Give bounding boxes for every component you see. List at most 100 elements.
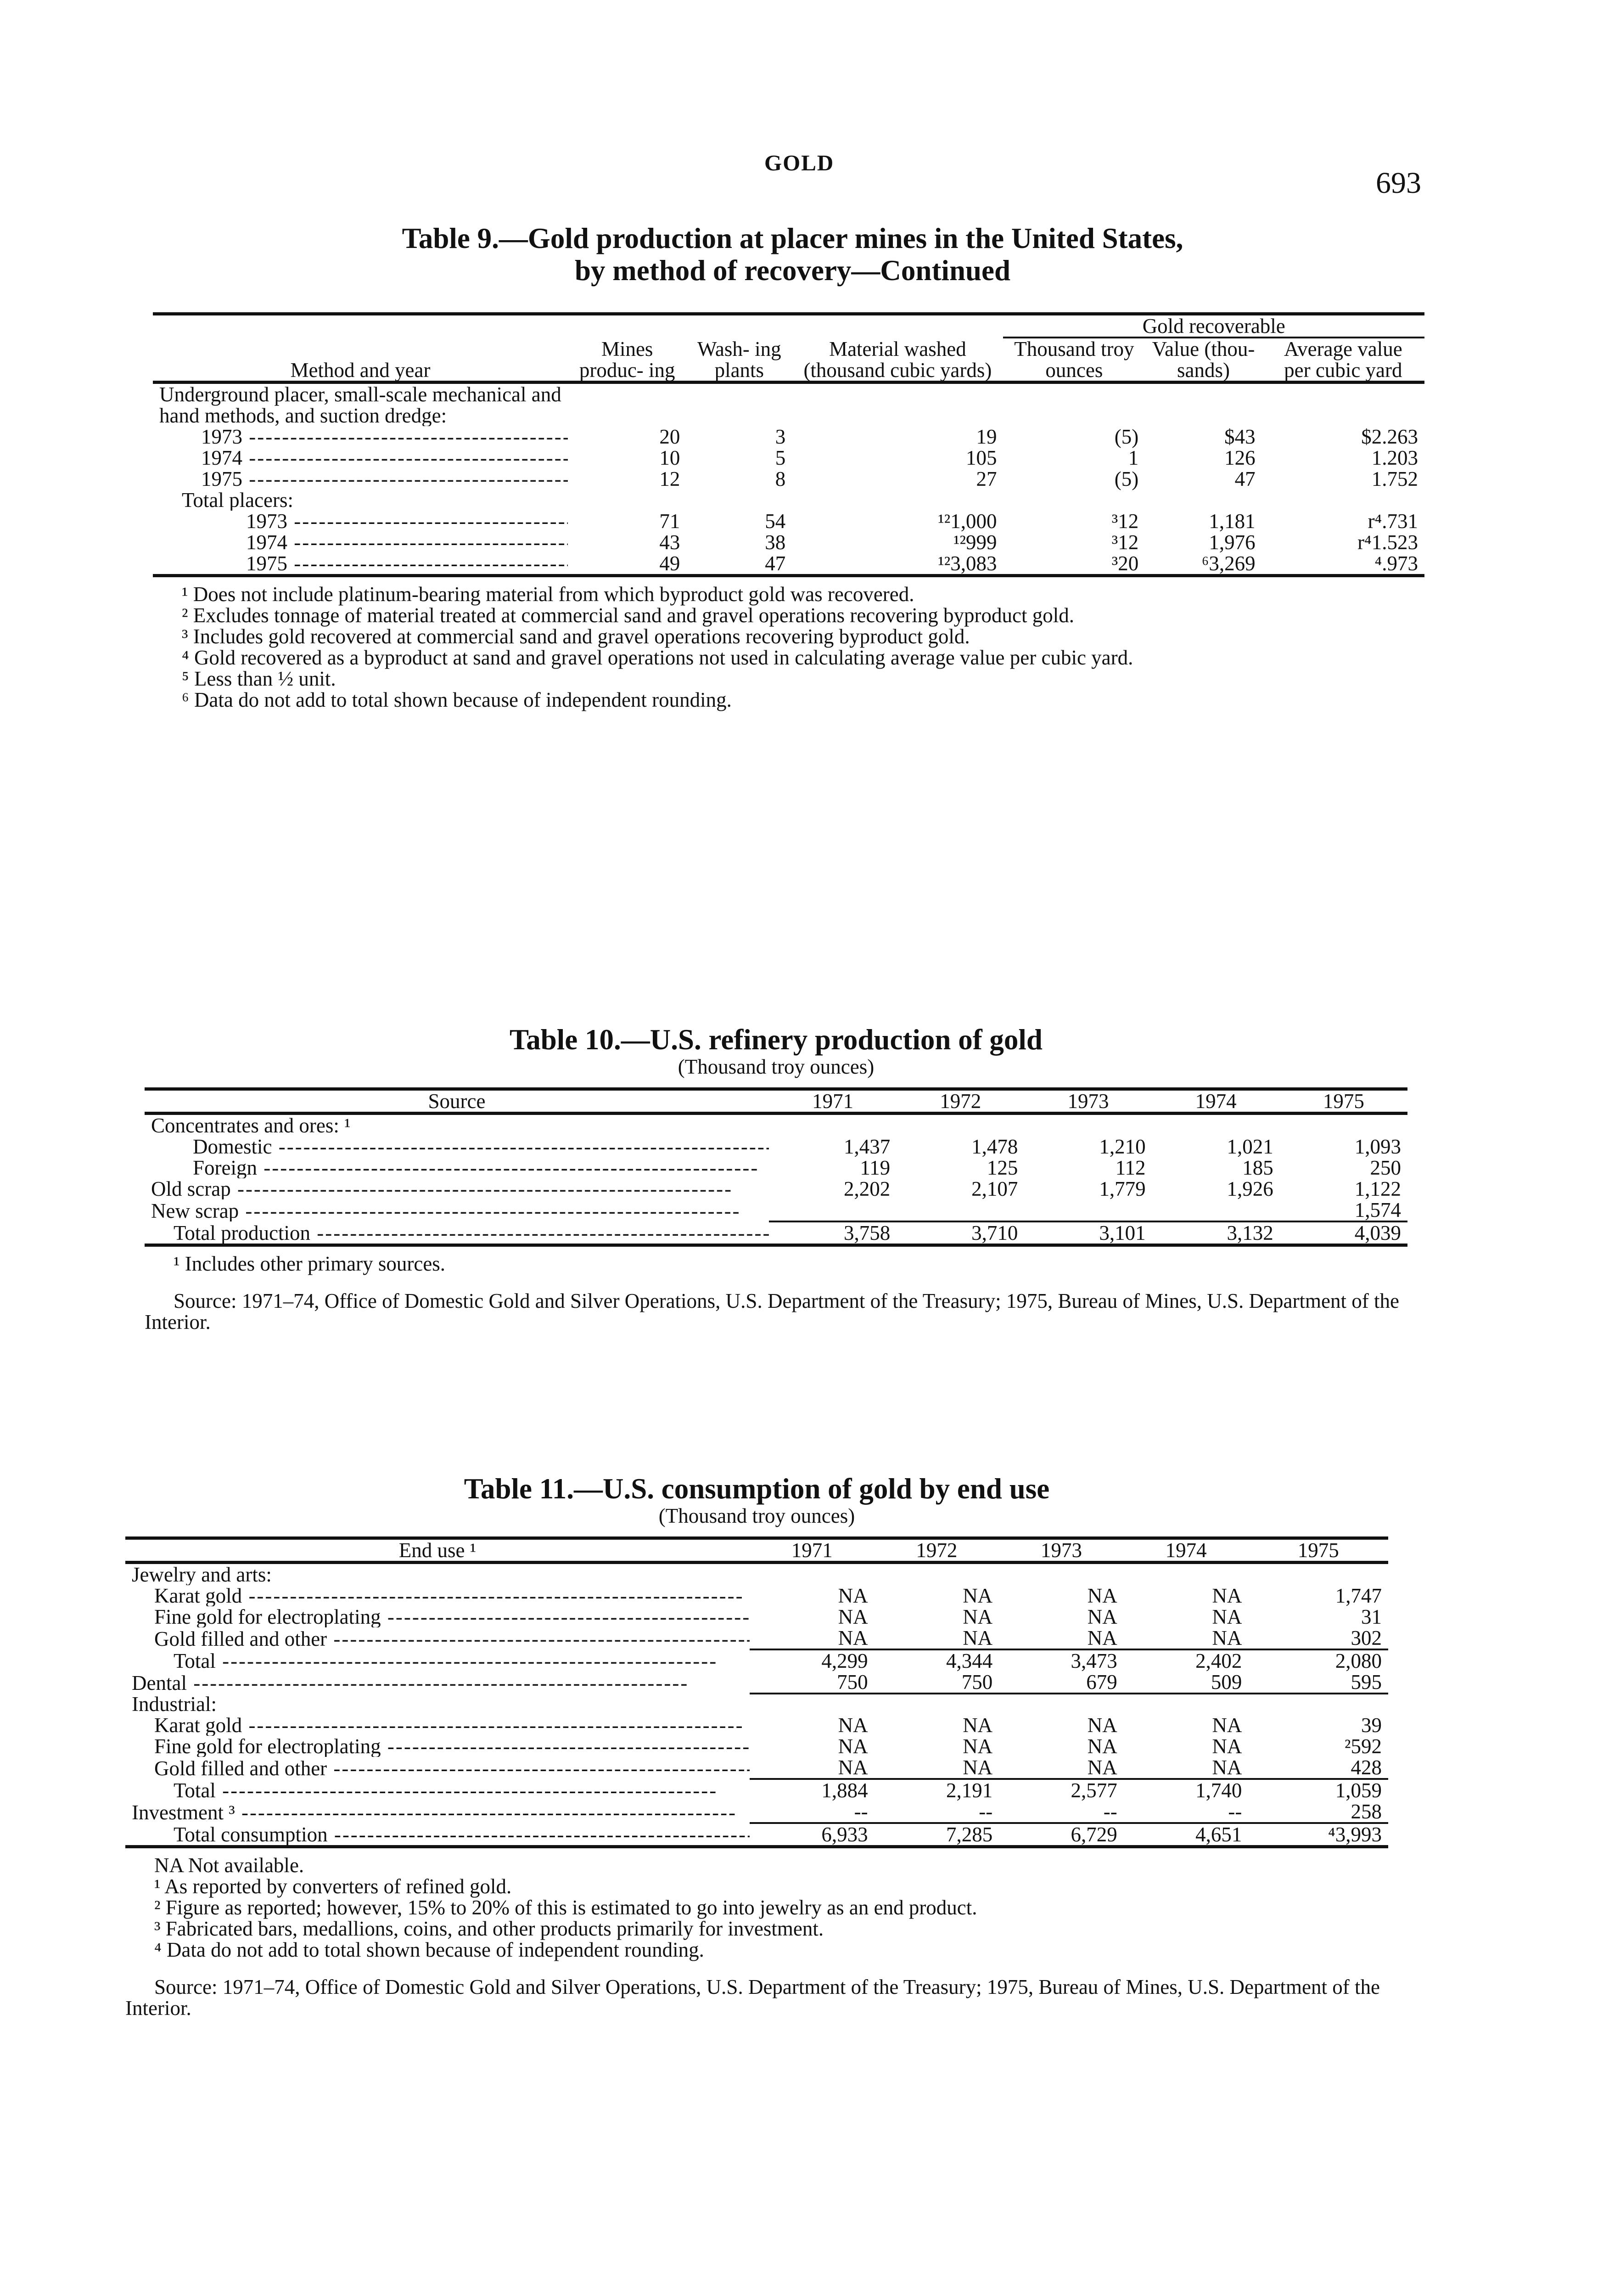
table-cell: 54 — [765, 510, 786, 533]
footnote: NA Not available. — [154, 1854, 304, 1877]
table-row: Fine gold for electroplating NA NA NA NA 31 — [125, 1606, 1388, 1627]
table-11-source: Source: 1971–74, Office of Domestic Gold… — [125, 1975, 1380, 2020]
column-header: Average value per cubic yard — [1261, 338, 1424, 384]
table-cell: 6,729 — [999, 1822, 1124, 1847]
table-cell: ⁴.973 — [1374, 552, 1418, 575]
table-cell: NA — [838, 1714, 868, 1737]
table-row: Total consumption6,9337,2856,7294,651⁴3,… — [125, 1822, 1388, 1847]
table-cell: ⁴3,993 — [1248, 1822, 1388, 1847]
table-cell: 1,021 — [1227, 1135, 1273, 1158]
table-row: Gold filled and other NA NA NA NA 302 — [125, 1627, 1388, 1649]
table-cell — [769, 1114, 897, 1137]
table-cell: 3,710 — [897, 1221, 1025, 1245]
table-cell: NA — [1087, 1626, 1117, 1649]
table-cell — [1024, 1114, 1152, 1137]
table-cell: NA — [838, 1584, 868, 1607]
table-cell — [1152, 1199, 1280, 1221]
table-cell — [1280, 1114, 1407, 1137]
table-row: 197410510511261.203 — [153, 447, 1424, 468]
table-cell — [568, 383, 686, 427]
column-header: 1972 — [874, 1538, 999, 1564]
table-cell: -- — [854, 1800, 868, 1823]
column-header: End use ¹ — [125, 1538, 750, 1564]
table-10-subtitle: (Thousand troy ounces) — [678, 1055, 875, 1078]
table-cell — [568, 490, 686, 511]
table-10: Source 1971 1972 1973 1974 1975 Concentr… — [145, 1087, 1407, 1247]
running-head: GOLD — [764, 150, 835, 175]
row-label: Fine gold for electroplating — [125, 1736, 750, 1757]
row-label: Foreign — [145, 1157, 769, 1178]
table-cell: 43 — [659, 531, 680, 554]
table-cell: ¹²999 — [953, 531, 997, 554]
page-number: 693 — [1376, 166, 1421, 200]
table-row: Karat gold NA NA NA NA 39 — [125, 1715, 1388, 1736]
table-cell: 595 — [1351, 1671, 1382, 1694]
table-cell: NA — [838, 1605, 868, 1628]
table-cell: 2,202 — [843, 1177, 891, 1200]
table-11: End use ¹ 1971 1972 1973 1974 1975 Jewel… — [125, 1536, 1388, 1848]
table-11-title: Table 11.—U.S. consumption of gold by en… — [464, 1473, 1050, 1505]
table-cell — [999, 1563, 1124, 1586]
column-header: Wash- ing plants — [686, 314, 792, 384]
column-header: 1975 — [1248, 1538, 1388, 1564]
table-row: Gold filled and other NA NA NA NA 428 — [125, 1757, 1388, 1779]
table-row: 1973 20 3 19 (5) $43 $2.263 — [153, 426, 1424, 447]
table-row: Jewelry and arts: — [125, 1563, 1388, 1586]
table-cell — [1248, 1563, 1388, 1586]
table-row: Karat gold NA NA NA NA 1,747 — [125, 1585, 1388, 1606]
table-11-footnotes: NA Not available. ¹ As reported by conver… — [125, 1855, 1388, 1960]
column-header: Method and year — [153, 314, 568, 384]
table-row: Total placers: — [153, 490, 1424, 511]
table-row: Domestic 1,437 1,478 1,210 1,021 1,093 — [145, 1136, 1407, 1157]
column-header: 1973 — [999, 1538, 1124, 1564]
table-cell: 428 — [1351, 1756, 1382, 1779]
table-cell: 1,574 — [1354, 1199, 1401, 1221]
table-cell: -- — [1228, 1800, 1242, 1823]
footnote: ¹ Includes other primary sources. — [174, 1252, 446, 1275]
table-row: Investment ³ -- -- -- -- 258 — [125, 1801, 1388, 1823]
table-cell — [874, 1693, 999, 1715]
table-cell: 49 — [659, 552, 680, 575]
column-header: 1974 — [1123, 1538, 1249, 1564]
table-9-title-continued: by method of recovery—Continued — [574, 254, 1011, 287]
row-label: 1975 — [153, 468, 568, 490]
row-label: Karat gold — [125, 1585, 750, 1606]
column-header: 1973 — [1024, 1089, 1152, 1115]
table-cell: 4,299 — [750, 1649, 875, 1671]
table-row: Old scrap 2,202 2,107 1,779 1,926 1,122 — [145, 1178, 1407, 1199]
table-cell: 1,740 — [1123, 1778, 1249, 1801]
table-cell: 2,107 — [971, 1177, 1018, 1200]
table-row: Foreign 119 125 112 185 250 — [145, 1157, 1407, 1178]
table-cell: 125 — [987, 1156, 1018, 1179]
row-label: New scrap — [145, 1199, 769, 1221]
row-label: Investment ³ — [125, 1801, 750, 1823]
table-cell: 31 — [1361, 1605, 1382, 1628]
table-cell: NA — [963, 1584, 993, 1607]
table-cell: (5) — [1114, 467, 1139, 490]
column-header: 1971 — [750, 1538, 875, 1564]
column-header: 1972 — [897, 1089, 1025, 1115]
table-cell: $43 — [1224, 425, 1256, 448]
table-cell: 6,933 — [750, 1822, 875, 1847]
table-cell: 4,039 — [1279, 1221, 1407, 1245]
table-cell — [1124, 1563, 1249, 1586]
table-cell: 2,191 — [874, 1778, 999, 1801]
table-cell — [1248, 1693, 1388, 1715]
table-cell — [1262, 383, 1424, 427]
table-9-section: Table 9.—Gold production at placer mines… — [153, 222, 1432, 710]
row-label: Old scrap — [145, 1178, 769, 1199]
table-cell: NA — [1212, 1626, 1242, 1649]
table-cell: 2,577 — [999, 1778, 1124, 1801]
row-label: 1975 — [153, 553, 568, 576]
table-cell: ³12 — [1111, 531, 1139, 554]
table-cell: 250 — [1370, 1156, 1402, 1179]
table-cell: 1,437 — [843, 1135, 891, 1158]
table-cell: 3,758 — [769, 1221, 897, 1245]
row-label: Fine gold for electroplating — [125, 1606, 750, 1627]
table-cell: 2,080 — [1248, 1649, 1388, 1671]
table-cell: 509 — [1211, 1671, 1242, 1694]
table-cell: ⁶3,269 — [1201, 552, 1256, 575]
table-cell: NA — [963, 1756, 993, 1779]
